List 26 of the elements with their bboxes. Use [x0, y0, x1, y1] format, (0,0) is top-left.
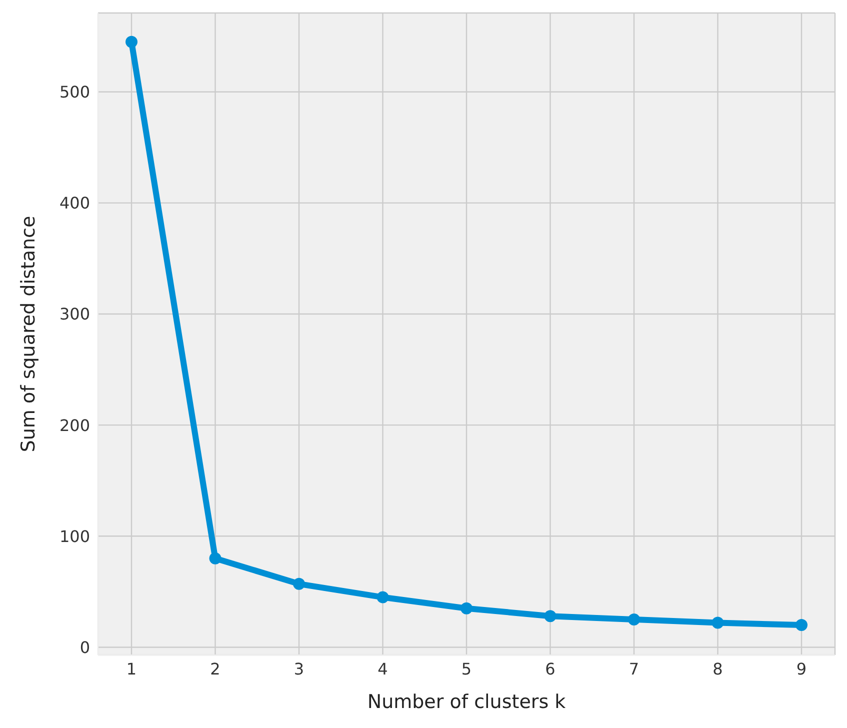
x-tick-label: 7: [628, 659, 640, 678]
x-tick-label: 3: [294, 659, 304, 678]
x-tick-label: 1: [126, 659, 137, 678]
x-axis-title: Number of clusters k: [367, 691, 566, 713]
x-tick-label: 9: [796, 659, 807, 678]
point: [293, 578, 305, 590]
x-tick-label: 8: [712, 659, 723, 678]
x-tick-label: 4: [378, 659, 388, 678]
point: [209, 552, 222, 564]
y-tick-label: 500: [59, 82, 90, 102]
point: [460, 602, 472, 614]
point: [796, 619, 808, 632]
y-tick-label: 400: [59, 194, 90, 213]
x-tick-label: 5: [461, 659, 472, 678]
x-tick-label: 2: [210, 659, 220, 678]
point: [712, 616, 724, 629]
point: [628, 613, 640, 626]
y-tick-label: 300: [59, 304, 90, 324]
y-tick-label: 100: [59, 526, 90, 546]
x-tick-label: 6: [545, 659, 556, 678]
y-tick-label: 0: [80, 638, 90, 657]
point: [544, 610, 556, 622]
point: [126, 36, 138, 48]
y-axis-title: Sum of squared distance: [18, 216, 40, 452]
point: [376, 591, 389, 604]
y-tick-label: 200: [59, 416, 90, 435]
